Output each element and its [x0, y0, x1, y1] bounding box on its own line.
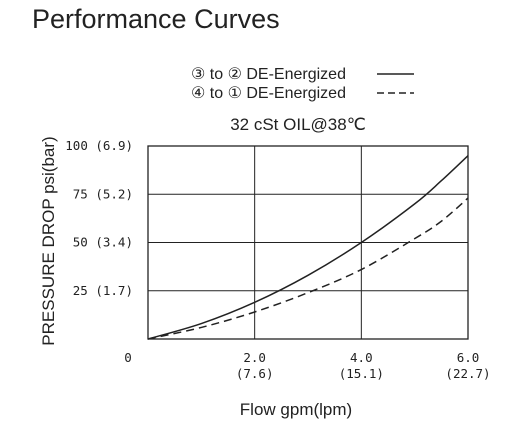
x-tick-label-1: 4.0: [350, 350, 373, 365]
x-tick-sublabel-0: (7.6): [236, 366, 274, 381]
series-line-solid: [147, 155, 469, 340]
chart-subtitle: 32 cSt OIL@38℃: [230, 115, 366, 134]
page-title: Performance Curves: [32, 4, 280, 34]
x-tick-label-0: 2.0: [243, 350, 266, 365]
grid: [148, 145, 469, 339]
legend-label-0: ③ to ② DE-Energized: [191, 66, 346, 83]
series-line-dashed: [147, 197, 469, 340]
series-layer: [147, 155, 469, 340]
x-axis-label: Flow gpm(lpm): [240, 400, 352, 419]
y-tick-label-0: 25 (1.7): [73, 283, 133, 298]
x-tick-labels: 0 2.0(7.6) 4.0(15.1) 6.0(22.7): [124, 350, 490, 381]
y-tick-label-1: 50 (3.4): [73, 235, 133, 250]
x-origin-label: 0: [124, 350, 132, 365]
plot-frame: [147, 145, 469, 340]
x-tick-sublabel-2: (22.7): [445, 366, 490, 381]
y-tick-label-3: 100 (6.9): [65, 138, 133, 153]
y-tick-label-2: 75 (5.2): [73, 186, 133, 201]
y-tick-labels: 25 (1.7) 50 (3.4) 75 (5.2) 100 (6.9): [65, 138, 133, 298]
x-tick-label-2: 6.0: [457, 350, 480, 365]
y-axis-label: PRESSURE DROP psi(bar): [39, 136, 58, 345]
legend-label-1: ④ to ① DE-Energized: [191, 85, 346, 102]
x-tick-sublabel-1: (15.1): [339, 366, 384, 381]
legend: ③ to ② DE-Energized ④ to ① DE-Energized: [191, 66, 414, 102]
